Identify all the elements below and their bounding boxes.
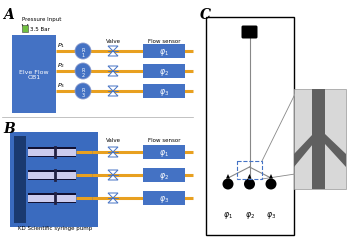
Polygon shape xyxy=(108,72,118,77)
FancyBboxPatch shape xyxy=(206,18,294,235)
Text: Flow sensor: Flow sensor xyxy=(148,39,180,44)
Text: Elve Flow
OB1: Elve Flow OB1 xyxy=(19,69,49,80)
Text: C: C xyxy=(200,8,211,22)
Circle shape xyxy=(75,44,91,60)
Text: $\varphi_2$: $\varphi_2$ xyxy=(159,67,169,78)
Text: Flow sensor: Flow sensor xyxy=(148,138,180,142)
Polygon shape xyxy=(108,170,118,175)
Text: Valve: Valve xyxy=(106,39,120,44)
Polygon shape xyxy=(108,198,118,203)
Text: $\varphi_1$: $\varphi_1$ xyxy=(159,148,169,159)
Text: B: B xyxy=(3,122,15,136)
Text: $P_3$: $P_3$ xyxy=(57,81,65,90)
FancyBboxPatch shape xyxy=(312,90,325,140)
FancyBboxPatch shape xyxy=(28,195,76,202)
Text: R
3: R 3 xyxy=(81,88,85,98)
Text: $\varphi_1$: $\varphi_1$ xyxy=(159,47,169,58)
Text: $\varphi_1$: $\varphi_1$ xyxy=(223,209,233,220)
FancyBboxPatch shape xyxy=(10,132,98,227)
Text: KD Scientific syringe pump: KD Scientific syringe pump xyxy=(18,225,92,230)
Polygon shape xyxy=(108,152,118,157)
Circle shape xyxy=(222,179,233,190)
Text: Pressure Input: Pressure Input xyxy=(22,17,61,22)
Text: $\varphi_3$: $\varphi_3$ xyxy=(266,209,276,220)
Circle shape xyxy=(244,179,255,190)
Polygon shape xyxy=(325,134,346,167)
FancyBboxPatch shape xyxy=(28,193,76,203)
Text: 3.5 Bar: 3.5 Bar xyxy=(30,27,50,32)
FancyBboxPatch shape xyxy=(28,172,76,179)
Polygon shape xyxy=(294,134,313,167)
Text: $\varphi_2$: $\varphi_2$ xyxy=(159,171,169,182)
Circle shape xyxy=(265,179,277,190)
Polygon shape xyxy=(108,175,118,180)
FancyBboxPatch shape xyxy=(143,45,185,59)
Circle shape xyxy=(75,64,91,80)
FancyBboxPatch shape xyxy=(28,148,76,157)
Text: $\varphi_2$: $\varphi_2$ xyxy=(245,209,254,220)
Polygon shape xyxy=(108,87,118,92)
FancyBboxPatch shape xyxy=(143,146,185,159)
Polygon shape xyxy=(108,193,118,198)
FancyBboxPatch shape xyxy=(12,36,56,114)
FancyBboxPatch shape xyxy=(22,26,28,33)
Text: A: A xyxy=(3,8,14,22)
Polygon shape xyxy=(108,47,118,52)
FancyBboxPatch shape xyxy=(312,134,325,189)
FancyBboxPatch shape xyxy=(143,168,185,182)
FancyBboxPatch shape xyxy=(28,149,76,156)
Text: R
1: R 1 xyxy=(81,48,85,58)
Polygon shape xyxy=(247,174,251,179)
Polygon shape xyxy=(108,52,118,57)
Circle shape xyxy=(75,84,91,100)
Text: $\varphi_3$: $\varphi_3$ xyxy=(159,87,169,98)
FancyBboxPatch shape xyxy=(28,170,76,180)
FancyBboxPatch shape xyxy=(143,65,185,79)
Polygon shape xyxy=(108,67,118,72)
FancyBboxPatch shape xyxy=(143,191,185,205)
Text: $P_1$: $P_1$ xyxy=(57,41,65,50)
Polygon shape xyxy=(269,174,273,179)
Text: Valve: Valve xyxy=(106,138,120,142)
Polygon shape xyxy=(108,148,118,152)
Text: R
2: R 2 xyxy=(81,68,85,78)
Polygon shape xyxy=(226,174,230,179)
FancyBboxPatch shape xyxy=(143,85,185,98)
FancyBboxPatch shape xyxy=(294,90,346,189)
FancyBboxPatch shape xyxy=(241,26,258,39)
Polygon shape xyxy=(108,92,118,96)
Text: $\varphi_3$: $\varphi_3$ xyxy=(159,194,169,205)
Text: $P_2$: $P_2$ xyxy=(57,61,65,70)
FancyBboxPatch shape xyxy=(14,136,26,223)
